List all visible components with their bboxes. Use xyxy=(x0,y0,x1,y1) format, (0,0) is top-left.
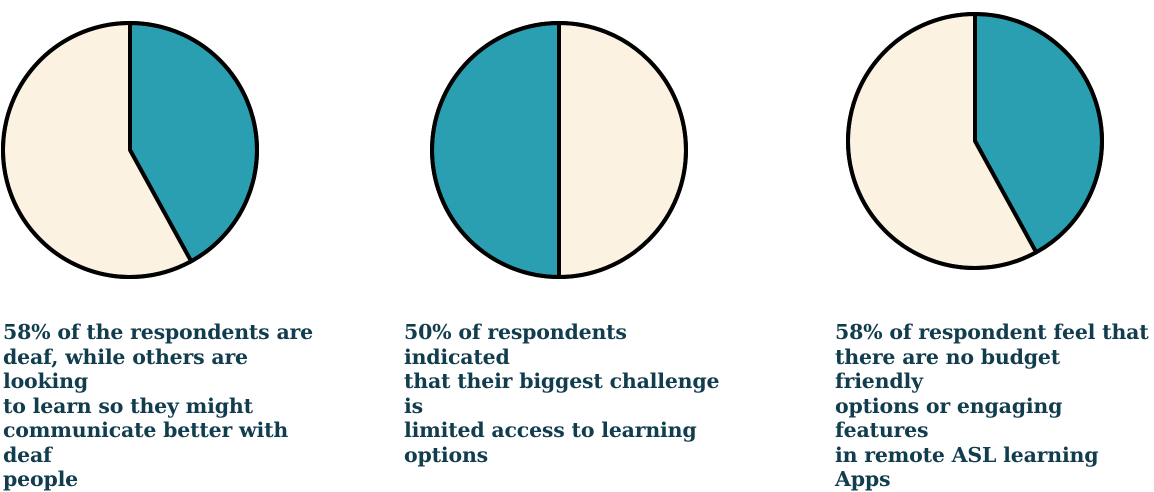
pie-1-outline xyxy=(1,21,259,279)
pie-charts xyxy=(1,12,1104,279)
caption-chart-2: 50% of respondents indicated that their … xyxy=(404,320,720,467)
pie-chart-3 xyxy=(846,12,1104,270)
pie-2-slice-2 xyxy=(430,21,561,279)
pie-2-outline xyxy=(430,21,688,279)
caption-chart-1: 58% of the respondents are deaf, while o… xyxy=(3,320,313,491)
pie-2-slice-1 xyxy=(557,21,688,279)
pie-3-outline xyxy=(846,12,1104,270)
pie-chart-1 xyxy=(1,21,259,279)
pie-chart-2 xyxy=(430,21,688,279)
caption-chart-3: 58% of respondent feel that there are no… xyxy=(835,320,1149,491)
